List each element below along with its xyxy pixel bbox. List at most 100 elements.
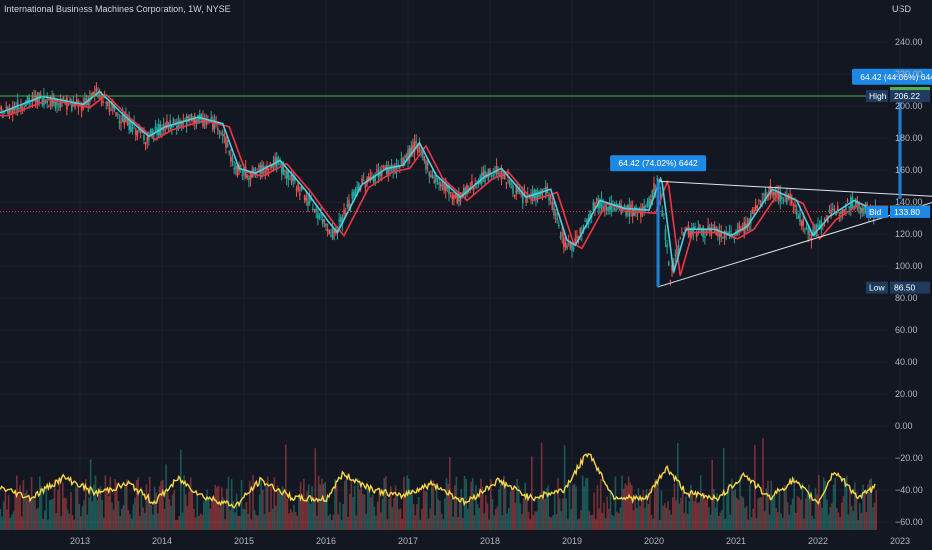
volume-bar bbox=[524, 482, 527, 530]
volume-bar bbox=[204, 499, 207, 530]
volume-bar bbox=[437, 499, 440, 530]
volume-bar bbox=[124, 486, 126, 530]
candle-body bbox=[71, 103, 73, 111]
volume-bar bbox=[827, 514, 830, 530]
volume-bar bbox=[557, 478, 559, 530]
volume-bar bbox=[442, 519, 445, 530]
candle-body bbox=[225, 137, 227, 148]
price-axis-label: −60.00 bbox=[895, 517, 923, 527]
volume-bar bbox=[132, 504, 135, 530]
candle-body bbox=[777, 192, 780, 200]
volume-bar bbox=[739, 475, 741, 530]
candle-body bbox=[218, 130, 221, 132]
volume-bar bbox=[765, 488, 768, 530]
candle-body bbox=[654, 188, 657, 191]
candle-body bbox=[831, 208, 834, 210]
candle-body bbox=[120, 121, 122, 124]
volume-bar bbox=[14, 489, 16, 530]
candle-body bbox=[61, 105, 63, 107]
volume-bar bbox=[27, 499, 30, 530]
volume-bar bbox=[863, 490, 866, 530]
volume-bar bbox=[478, 508, 481, 530]
price-axis-label: 80.00 bbox=[895, 293, 918, 303]
candle-body bbox=[149, 130, 152, 134]
candle-body bbox=[175, 125, 178, 129]
candle-body bbox=[202, 118, 204, 127]
candle-body bbox=[505, 183, 508, 185]
candle-body bbox=[166, 120, 168, 129]
candle-body bbox=[543, 188, 545, 190]
candle-body bbox=[415, 141, 417, 143]
volume-bar bbox=[811, 515, 814, 530]
volume-bar bbox=[534, 511, 536, 530]
volume-bar bbox=[89, 459, 92, 530]
candle-body bbox=[815, 224, 818, 233]
candle-body bbox=[376, 169, 378, 171]
candle-body bbox=[49, 97, 52, 105]
volume-bar bbox=[755, 517, 758, 530]
volume-bar bbox=[501, 515, 504, 530]
volume-bar bbox=[458, 497, 461, 530]
candle-body bbox=[303, 195, 306, 201]
volume-bar bbox=[711, 459, 713, 530]
volume-bar bbox=[165, 464, 167, 530]
volume-bar bbox=[173, 490, 176, 530]
candle-body bbox=[471, 181, 473, 187]
candle-body bbox=[174, 124, 176, 126]
volume-bar bbox=[424, 491, 426, 530]
time-axis-label: 2017 bbox=[398, 536, 418, 546]
volume-bar bbox=[193, 508, 195, 530]
volume-bar bbox=[594, 518, 597, 530]
volume-bar bbox=[844, 478, 846, 530]
candle-body bbox=[321, 219, 324, 224]
candle-body bbox=[2, 116, 4, 118]
candle-body bbox=[572, 247, 575, 250]
candle-body bbox=[126, 117, 129, 126]
volume-bar bbox=[104, 475, 107, 530]
candle-body bbox=[710, 227, 713, 236]
candle-body bbox=[690, 229, 693, 237]
time-axis-label: 2022 bbox=[808, 536, 828, 546]
candle-body bbox=[405, 154, 408, 158]
volume-bar bbox=[870, 478, 873, 530]
volume-bar bbox=[78, 503, 80, 530]
volume-bar bbox=[321, 478, 323, 530]
volume-bar bbox=[516, 479, 518, 530]
volume-bar bbox=[742, 497, 745, 530]
volume-bar bbox=[285, 444, 287, 530]
volume-bar bbox=[53, 479, 56, 530]
candle-body bbox=[523, 192, 526, 195]
candle-body bbox=[554, 213, 557, 216]
candle-body bbox=[449, 191, 452, 194]
volume-bar bbox=[714, 507, 717, 530]
volume-bar bbox=[568, 484, 571, 530]
candle-body bbox=[585, 220, 588, 222]
price-axis-label: 140.00 bbox=[895, 197, 923, 207]
volume-bar bbox=[560, 511, 563, 530]
candle-body bbox=[599, 199, 601, 208]
volume-bar bbox=[232, 501, 235, 530]
volume-bar bbox=[549, 516, 551, 530]
volume-bar bbox=[380, 512, 382, 530]
volume-bar bbox=[98, 495, 100, 530]
volume-bar bbox=[685, 496, 687, 530]
volume-bar bbox=[234, 512, 236, 530]
candle-body bbox=[795, 209, 798, 216]
volume-bar bbox=[583, 486, 586, 530]
candle-body bbox=[768, 195, 770, 197]
high-badge-value: 206.22 bbox=[894, 91, 920, 101]
candle-body bbox=[226, 143, 229, 148]
volume-bar bbox=[493, 515, 495, 530]
volume-bar bbox=[678, 503, 681, 530]
volume-bar bbox=[206, 489, 208, 530]
volume-bar bbox=[744, 507, 746, 530]
time-axis-label: 2013 bbox=[70, 536, 90, 546]
candle-body bbox=[428, 172, 431, 177]
candle-body bbox=[661, 210, 663, 216]
candle-body bbox=[7, 107, 9, 114]
price-axis-label: 200.00 bbox=[895, 101, 923, 111]
candle-body bbox=[748, 218, 750, 226]
time-axis-label: 2023 bbox=[890, 536, 910, 546]
volume-bar bbox=[727, 483, 730, 530]
